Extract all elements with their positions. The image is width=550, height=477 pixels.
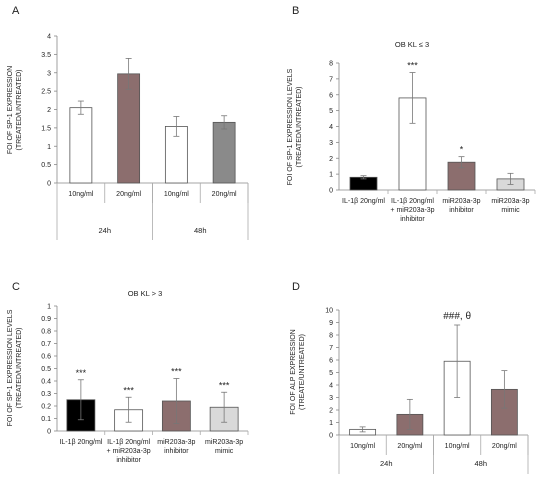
- panel-c-significance: ***: [76, 368, 87, 378]
- panel-d-letter: D: [292, 281, 300, 293]
- panel-c-ytick-label: 1: [47, 304, 51, 311]
- panel-b-title: OB KL ≤ 3: [395, 40, 429, 49]
- panel-d-ytick-label: 10: [325, 308, 333, 315]
- panel-c-significance: ***: [171, 367, 182, 377]
- panel-c-category-label: miR203a-3p: [205, 439, 243, 446]
- panel-c-letter: C: [12, 281, 20, 293]
- panel-b-ytick-label: 0: [329, 188, 333, 195]
- panel-c-title: OB KL > 3: [128, 289, 163, 298]
- panel-a-group-label: 48h: [194, 226, 207, 235]
- panel-c-category-label: inhibitor: [164, 448, 189, 455]
- panel-d-ytick-label: 6: [329, 358, 333, 365]
- panel-a-ytick-label: 1: [47, 144, 51, 151]
- panel-a-bar: [117, 73, 141, 184]
- panel-a-ylabel-1: (TREATED/UNTREATED): [16, 69, 23, 150]
- panel-a-group-label: 24h: [98, 226, 111, 235]
- panel-b: B OB KL ≤ 3 FOI OF SP-1 EXPRESSION LEVELS(…: [287, 5, 536, 223]
- panel-c-ytick-label: 0.9: [41, 316, 51, 323]
- panel-a-category-label: 20ng/ml: [212, 191, 237, 198]
- panel-d-ytick-label: 1: [329, 420, 333, 427]
- panel-a-ytick-label: 0.5: [41, 162, 51, 169]
- panel-c-category-label: IL-1β 20ng/ml: [59, 439, 102, 446]
- panel-a-bar: [212, 121, 236, 184]
- panel-b-category-label: IL-1β 20ng/ml: [342, 198, 385, 205]
- panel-d-group-label: 48h: [474, 459, 487, 468]
- panel-b-ytick-label: 6: [329, 92, 333, 99]
- panel-b-ytick-label: 7: [329, 76, 333, 83]
- panel-d-category-label: 10ng/ml: [350, 443, 375, 450]
- panel-b-category-label: inhibitor: [400, 216, 425, 223]
- panel-a-category-label: 20ng/ml: [116, 191, 141, 198]
- panel-b-ytick-label: 4: [329, 124, 333, 131]
- panel-b-significance: *: [460, 145, 464, 155]
- panel-b-category-label: miR203a-3p: [491, 198, 529, 205]
- panel-d: D FOI OF ALP EXPRESSION (TREATE/UNTREATED)…: [290, 281, 529, 474]
- panel-c-ytick-label: 0.2: [41, 404, 51, 411]
- panel-a-ytick-label: 2.5: [41, 89, 51, 96]
- panel-c-category-label: miR203a-3p: [157, 439, 195, 446]
- panel-a-ytick-label: 3: [47, 70, 51, 77]
- panel-d-ytick-label: 9: [329, 320, 333, 327]
- panel-b-ytick-label: 3: [329, 140, 333, 147]
- panel-b-ytick-label: 8: [329, 61, 333, 68]
- panel-a-ytick-label: 0: [47, 181, 51, 188]
- panel-a-ytick-label: 4: [47, 34, 51, 41]
- panel-c-ytick-label: 0.8: [41, 329, 51, 336]
- panel-a-category-label: 10ng/ml: [68, 191, 93, 198]
- panel-b-category-label: + miR203a-3p: [390, 207, 434, 214]
- panel-b-category-label: inhibitor: [449, 207, 474, 214]
- panel-c-ytick-label: 0.1: [41, 416, 51, 423]
- panel-a-ytick-label: 3.5: [41, 52, 51, 59]
- panel-a-category-label: 10ng/ml: [164, 191, 189, 198]
- panel-a: A FOI OF SP-1 EXPRESSION (TREATED/UNTREATE…: [7, 5, 249, 240]
- panel-b-letter: B: [292, 5, 299, 17]
- panel-c-category-label: mimic: [215, 448, 234, 455]
- panel-c-ylabel-0: FOI OF SP-1 EXPRESSION LEVELS: [7, 309, 14, 426]
- panel-c: C OB KL > 3 FOI OF SP-1 EXPRESSION LEVELS(…: [7, 281, 249, 464]
- panel-c-ylabel-1: (TREATED/UNTREATED): [16, 327, 23, 408]
- panel-a-letter: A: [12, 5, 20, 17]
- panel-d-significance: ###, θ: [443, 311, 471, 322]
- panel-d-ytick-label: 4: [329, 383, 333, 390]
- panel-d-ytick-label: 2: [329, 408, 333, 415]
- panel-d-ytick-label: 5: [329, 370, 333, 377]
- panel-c-ytick-label: 0.5: [41, 366, 51, 373]
- panel-d-category-label: 20ng/ml: [492, 443, 517, 450]
- panel-c-ytick-label: 0.6: [41, 354, 51, 361]
- panel-d-ytick-label: 0: [329, 433, 333, 440]
- panel-b-ytick-label: 5: [329, 108, 333, 115]
- panel-d-ylabel-0: FOI OF ALP EXPRESSION: [290, 329, 297, 414]
- panel-c-category-label: inhibitor: [116, 457, 141, 464]
- panel-d-group-label: 24h: [380, 459, 393, 468]
- panel-b-ytick-label: 2: [329, 156, 333, 163]
- panel-c-category-label: + miR203a-3p: [107, 448, 151, 455]
- panel-c-ytick-label: 0.4: [41, 379, 51, 386]
- panel-a-bar: [69, 107, 93, 184]
- panel-b-ytick-label: 1: [329, 172, 333, 179]
- panel-c-significance: ***: [123, 385, 134, 395]
- panel-a-ytick-label: 1.5: [41, 125, 51, 132]
- panel-a-ylabel-0: FOI OF SP-1 EXPRESSION: [7, 66, 14, 154]
- panel-b-ylabel-0: FOI OF SP-1 EXPRESSION LEVELS: [287, 68, 294, 185]
- panel-a-ytick-label: 2: [47, 107, 51, 114]
- panel-d-ytick-label: 8: [329, 333, 333, 340]
- panel-b-significance: ***: [407, 61, 418, 71]
- panel-b-category-label: miR203a-3p: [442, 198, 480, 205]
- panel-d-ylabel-1: (TREATE/UNTREATED): [299, 334, 306, 410]
- panel-c-significance: ***: [219, 380, 230, 390]
- panel-c-ytick-label: 0: [47, 429, 51, 436]
- panel-d-ytick-label: 3: [329, 395, 333, 402]
- panel-d-category-label: 10ng/ml: [445, 443, 470, 450]
- panel-b-category-label: IL-1β 20ng/ml: [391, 198, 434, 205]
- panel-c-ytick-label: 0.3: [41, 391, 51, 398]
- panel-c-ytick-label: 0.7: [41, 341, 51, 348]
- panel-b-category-label: mimic: [501, 207, 520, 214]
- panel-c-category-label: IL-1β 20ng/ml: [107, 439, 150, 446]
- panel-d-ytick-label: 7: [329, 345, 333, 352]
- panel-d-category-label: 20ng/ml: [397, 443, 422, 450]
- panel-b-ylabel-1: (TREATED/UNTREATED): [296, 86, 303, 167]
